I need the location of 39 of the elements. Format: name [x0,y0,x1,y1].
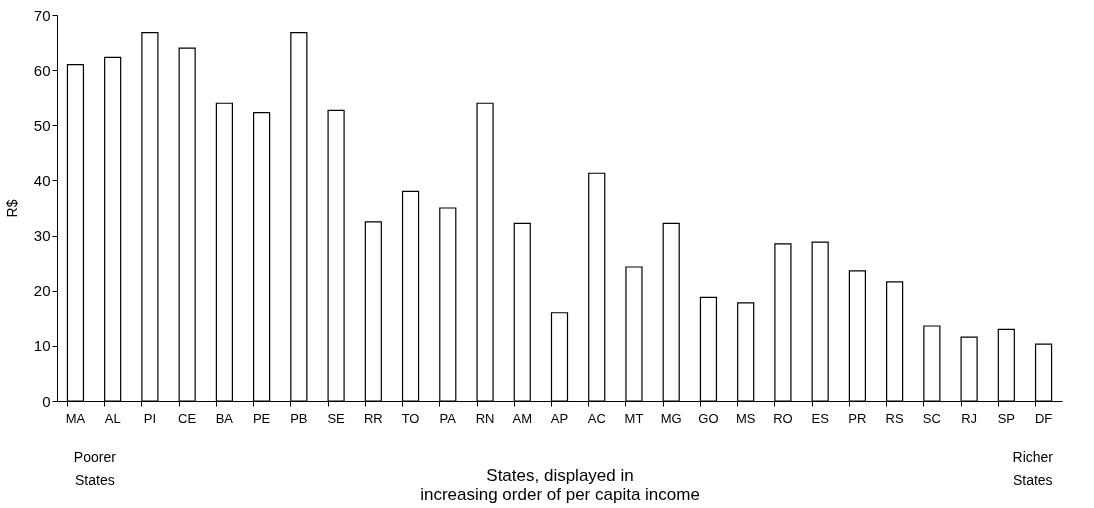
y-tick-label: 50 [33,116,51,134]
y-tick-label: 20 [33,282,51,300]
x-tick-label: DF [1034,410,1053,426]
x-tick-label: CE [178,410,197,426]
x-tick-label: TO [401,410,420,426]
x-axis-title: States, displayed in increasing order of per capita income [420,465,700,504]
x-tick-label: PB [290,410,308,426]
x-tick-label: MT [624,410,644,426]
x-tick-label: SC [922,410,941,426]
x-tick-label: BA [215,410,234,426]
y-axis-title: R$ [3,199,20,218]
y-tick-label: 30 [33,227,51,245]
x-tick-label: RR [363,410,383,426]
x-tick-label: RN [475,410,495,426]
x-tick-label: PI [143,410,157,426]
y-tick-label: 0 [42,392,51,410]
x-tick-label: MG [660,410,682,426]
x-tick-label: MS [735,410,756,426]
x-tick-label: PA [439,410,457,426]
y-tick-label: 60 [33,61,51,79]
text: Poorer States [73,449,117,488]
x-tick-label: AM [512,410,533,426]
x-tick-label: PE [252,410,271,426]
x-tick-label: RO [773,410,793,426]
x-tick-label: GO [698,410,719,426]
x-tick-label: RJ [961,410,978,426]
y-tick-label: 10 [33,337,51,355]
x-tick-label: AL [104,410,121,426]
x-tick-label: PR [848,410,867,426]
text: Richer States [1012,449,1054,488]
x-tick-label: RS [885,410,904,426]
x-tick-label: SE [327,410,346,426]
x-tick-label: ES [811,410,830,426]
y-tick-label: 40 [33,171,51,189]
x-tick-label: SP [997,410,1015,426]
x-tick-label: MA [65,410,86,426]
x-tick-label: AP [550,410,569,426]
y-tick-label: 70 [33,6,51,24]
x-tick-label: AC [587,410,606,426]
